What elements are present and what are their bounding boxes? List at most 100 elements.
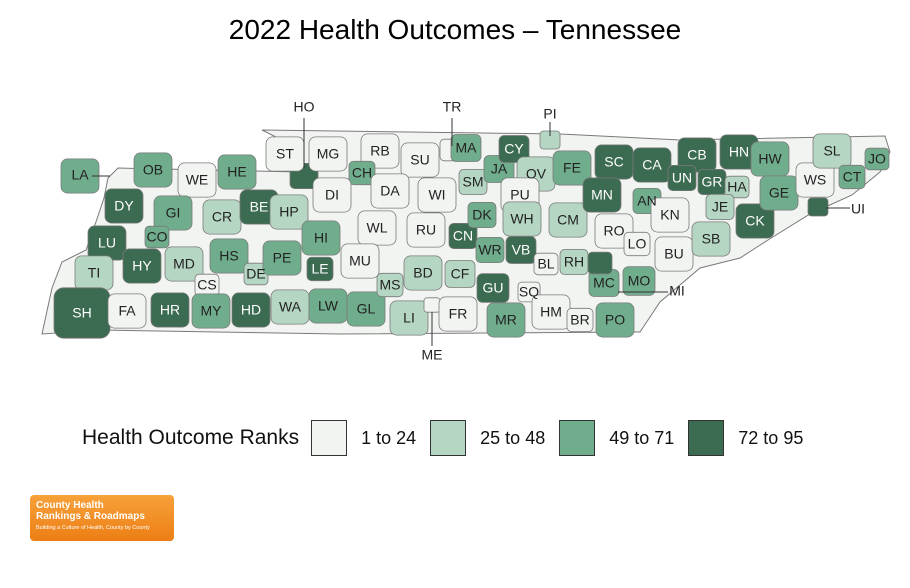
county-label-ca: CA [642, 157, 662, 173]
county-dk[interactable] [467, 201, 497, 228]
county-pe[interactable] [262, 240, 302, 276]
county-co[interactable] [144, 225, 170, 249]
county-ru[interactable] [406, 212, 446, 248]
county-sb[interactable] [691, 221, 731, 257]
county-ms[interactable] [376, 272, 404, 298]
legend-swatch-rank-72-95 [688, 420, 725, 456]
county-rb[interactable] [360, 133, 400, 169]
county-label-po: PO [605, 312, 625, 328]
county-label-wl: WL [367, 220, 388, 236]
county-mg[interactable] [308, 136, 348, 172]
county-po[interactable] [595, 302, 635, 338]
county-bu[interactable] [654, 236, 694, 272]
county-ct[interactable] [838, 164, 866, 190]
county-me[interactable] [423, 297, 441, 313]
county-label-rh: RH [564, 254, 584, 270]
county-wl[interactable] [357, 210, 397, 246]
logo-tagline: Building a Culture of Health, County by … [36, 525, 150, 531]
county-mn[interactable] [582, 177, 622, 213]
county-cm[interactable] [548, 202, 588, 238]
county-hd[interactable] [231, 292, 271, 328]
county-gi[interactable] [153, 195, 193, 231]
county-fa[interactable] [107, 293, 147, 329]
county-vb[interactable] [505, 236, 537, 264]
county-label-cm: CM [557, 212, 579, 228]
county-label-gu: GU [483, 280, 504, 296]
county-label-bl: BL [537, 256, 554, 272]
county-mr[interactable] [486, 302, 526, 338]
county-label-mn: MN [591, 187, 613, 203]
county-da[interactable] [370, 173, 410, 209]
county-label-co: CO [147, 229, 168, 245]
county-ca[interactable] [632, 147, 672, 183]
county-wi[interactable] [417, 177, 457, 213]
county-label-ge: GE [769, 185, 789, 201]
county-ma[interactable] [450, 134, 482, 162]
county-ck[interactable] [735, 203, 775, 239]
county-label-he: HE [227, 164, 246, 180]
county-hy[interactable] [122, 248, 162, 284]
county-dy[interactable] [104, 188, 144, 224]
county-label-gi: GI [166, 205, 181, 221]
county-health-rankings-logo[interactable]: County Health Rankings & Roadmaps Buildi… [30, 495, 174, 541]
county-label-li: LI [403, 310, 415, 326]
county-label-wh: WH [510, 211, 533, 227]
county-su[interactable] [400, 142, 440, 178]
county-je[interactable] [705, 193, 735, 220]
county-cb[interactable] [677, 137, 717, 173]
county-fe[interactable] [552, 150, 592, 186]
county-label-my: MY [201, 303, 223, 319]
county-label-sc: SC [604, 154, 623, 170]
county-label-an: AN [637, 193, 656, 209]
county-bl[interactable] [533, 252, 559, 276]
county-cy[interactable] [498, 135, 530, 163]
county-hi[interactable] [301, 220, 341, 256]
county-lo[interactable] [623, 231, 651, 257]
county-mu[interactable] [340, 243, 380, 279]
county-he[interactable] [217, 154, 257, 190]
county-hs[interactable] [209, 238, 249, 274]
county-sl[interactable] [812, 133, 852, 169]
county-gl[interactable] [346, 291, 386, 327]
county-li[interactable] [389, 300, 429, 336]
county-ob[interactable] [133, 152, 173, 188]
county-ch[interactable] [348, 160, 376, 186]
county-kn[interactable] [650, 197, 690, 233]
county-label-jo: JO [868, 151, 886, 167]
county-we[interactable] [177, 162, 217, 198]
county-ui[interactable] [807, 197, 829, 217]
county-un[interactable] [667, 164, 697, 191]
county-label-ja: JA [491, 161, 508, 177]
county-br[interactable] [566, 307, 594, 333]
county-label-md: MD [173, 256, 195, 272]
county-wh[interactable] [502, 201, 542, 237]
legend: Health Outcome Ranks 1 to 24 25 to 48 49… [82, 418, 817, 458]
county-mo[interactable] [622, 266, 656, 296]
legend-label: 72 to 95 [738, 427, 804, 448]
county-label-mc: MC [593, 275, 615, 291]
county-label-cy: CY [504, 141, 524, 157]
county-label-fr: FR [449, 306, 468, 322]
county-fr[interactable] [438, 296, 478, 332]
legend-swatch-rank-1-24 [311, 420, 348, 456]
county-jo[interactable] [864, 147, 890, 171]
county-bd[interactable] [403, 255, 443, 291]
county-di[interactable] [312, 177, 352, 213]
county-le[interactable] [306, 256, 334, 282]
county-label-bu: BU [664, 246, 683, 262]
county-ha[interactable] [724, 175, 750, 199]
county-mi[interactable] [587, 251, 613, 275]
county-label-fe: FE [563, 160, 581, 176]
county-ro[interactable] [594, 213, 634, 249]
county-hp[interactable] [269, 194, 309, 230]
county-cn[interactable] [448, 222, 478, 249]
county-label-sm: SM [463, 174, 484, 190]
county-cf[interactable] [444, 260, 476, 288]
county-hr[interactable] [150, 292, 190, 328]
county-gu[interactable] [476, 273, 510, 303]
county-label-hs: HS [219, 248, 238, 264]
county-label-pu: PU [510, 187, 529, 203]
county-md[interactable] [164, 246, 204, 282]
county-wr[interactable] [475, 236, 505, 263]
county-my[interactable] [191, 293, 231, 329]
